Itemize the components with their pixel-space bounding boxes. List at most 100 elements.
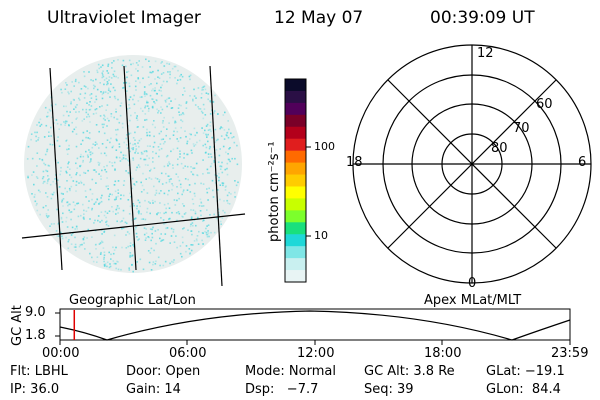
speckle [50, 197, 53, 200]
speckle [172, 134, 175, 136]
speckle [113, 249, 116, 251]
speckle [125, 170, 127, 172]
speckle [66, 190, 68, 193]
speckle [166, 98, 168, 101]
speckle [132, 137, 135, 139]
speckle [138, 212, 140, 215]
speckle [226, 134, 228, 137]
speckle [218, 172, 220, 175]
speckle [77, 215, 80, 218]
speckle [184, 90, 186, 92]
speckle [130, 195, 132, 198]
speckle [166, 163, 169, 165]
speckle [134, 139, 136, 141]
speckle [158, 89, 161, 92]
speckle [103, 254, 106, 256]
speckle [132, 62, 134, 65]
speckle [150, 71, 153, 74]
speckle [107, 82, 109, 85]
speckle [135, 150, 137, 152]
speckle [83, 242, 85, 244]
speckle [98, 173, 100, 175]
speckle [150, 83, 152, 85]
speckle [123, 82, 125, 84]
speckle [64, 88, 67, 90]
speckle [164, 99, 167, 102]
speckle [114, 190, 117, 193]
speckle [202, 183, 205, 185]
speckle [169, 137, 171, 140]
speckle [190, 230, 193, 232]
speckle [45, 215, 48, 217]
speckle [84, 190, 87, 192]
speckle [50, 193, 53, 195]
speckle [35, 135, 37, 138]
speckle [149, 71, 151, 74]
speckle [176, 219, 178, 222]
speckle [190, 209, 192, 211]
speckle [119, 221, 122, 223]
speckle [117, 128, 119, 131]
speckle [83, 97, 86, 99]
speckle [156, 213, 158, 215]
speckle [190, 223, 192, 226]
speckle [198, 139, 201, 142]
speckle [160, 90, 162, 92]
speckle [102, 126, 104, 129]
speckle [199, 108, 202, 110]
orbit-plot [55, 308, 571, 345]
speckle [64, 122, 67, 124]
speckle [96, 71, 99, 74]
speckle [132, 270, 134, 273]
speckle [44, 180, 46, 183]
speckle [46, 170, 49, 173]
speckle [150, 239, 152, 242]
speckle [225, 185, 227, 187]
speckle [88, 137, 91, 140]
speckle [136, 119, 139, 121]
speckle [150, 178, 153, 180]
speckle [122, 227, 125, 229]
speckle [65, 140, 67, 142]
speckle [200, 202, 203, 204]
speckle [206, 233, 209, 236]
speckle [64, 124, 66, 126]
speckle [52, 180, 54, 183]
speckle [110, 115, 113, 118]
speckle [62, 193, 64, 195]
speckle [59, 173, 61, 176]
speckle [58, 145, 61, 147]
speckle [160, 106, 162, 108]
speckle [153, 185, 155, 188]
speckle [170, 178, 172, 180]
speckle [143, 227, 146, 229]
mlat-label-60: 60 [536, 97, 553, 112]
status-ip: IP: 36.0 [10, 382, 60, 397]
speckle [66, 148, 68, 151]
speckle [205, 92, 208, 94]
speckle [58, 186, 61, 188]
speckle [132, 147, 135, 149]
speckle [138, 238, 140, 240]
speckle [75, 173, 77, 176]
speckle [205, 125, 208, 127]
speckle [100, 197, 102, 199]
speckle [128, 267, 130, 269]
speckle [35, 176, 38, 178]
speckle [168, 63, 171, 65]
speckle [37, 137, 40, 139]
speckle [80, 182, 83, 184]
speckle [57, 161, 59, 164]
speckle [132, 177, 134, 180]
speckle [162, 126, 165, 128]
speckle [207, 153, 210, 155]
speckle [151, 232, 153, 235]
speckle [83, 118, 85, 120]
speckle [139, 157, 142, 160]
speckle [95, 108, 98, 110]
speckle [151, 123, 154, 126]
speckle [165, 155, 168, 158]
speckle [217, 211, 220, 214]
speckle [126, 134, 128, 136]
longitude-line [209, 65, 223, 287]
